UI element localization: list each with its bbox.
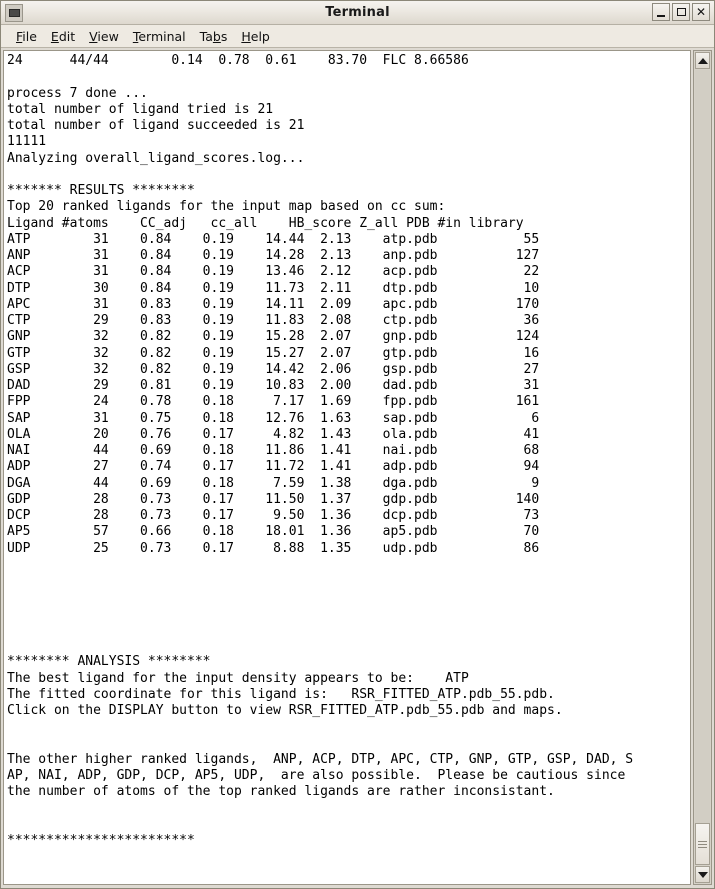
scrollbar-grip-icon <box>698 839 707 850</box>
terminal-area: 24 44/44 0.14 0.78 0.61 83.70 FLC 8.6658… <box>1 48 714 888</box>
menu-item-help[interactable]: Help <box>241 28 270 44</box>
minimize-icon <box>657 14 665 17</box>
close-icon: ✕ <box>695 5 707 19</box>
terminal-icon[interactable] <box>5 3 23 22</box>
menu-item-edit[interactable]: Edit <box>50 28 76 44</box>
maximize-button[interactable] <box>672 3 690 21</box>
menu-item-view[interactable]: View <box>89 28 119 44</box>
close-button[interactable]: ✕ <box>692 3 710 21</box>
scroll-up-arrow-icon <box>697 57 708 64</box>
scroll-up-button[interactable] <box>695 52 710 69</box>
scroll-down-button[interactable] <box>695 866 710 883</box>
menu-bar: File Edit View Terminal Tabs Help <box>1 25 714 48</box>
menu-item-file[interactable]: File <box>16 28 37 44</box>
menu-item-terminal[interactable]: Terminal <box>132 28 186 44</box>
minimize-button[interactable] <box>652 3 670 21</box>
window-title: Terminal <box>325 5 390 20</box>
window-controls: ✕ <box>652 3 710 21</box>
terminal-output: 24 44/44 0.14 0.78 0.61 83.70 FLC 8.6658… <box>7 53 634 848</box>
terminal-scrollbar[interactable] <box>693 50 712 885</box>
terminal-screen[interactable]: 24 44/44 0.14 0.78 0.61 83.70 FLC 8.6658… <box>3 50 691 885</box>
menu-item-tabs[interactable]: Tabs <box>199 28 228 44</box>
scrollbar-thumb[interactable] <box>695 823 710 865</box>
terminal-icon-glyph <box>8 8 20 17</box>
title-bar[interactable]: Terminal ✕ <box>1 1 714 25</box>
scroll-down-arrow-icon <box>697 871 708 878</box>
scrollbar-track[interactable] <box>695 70 710 865</box>
maximize-icon <box>676 8 686 16</box>
